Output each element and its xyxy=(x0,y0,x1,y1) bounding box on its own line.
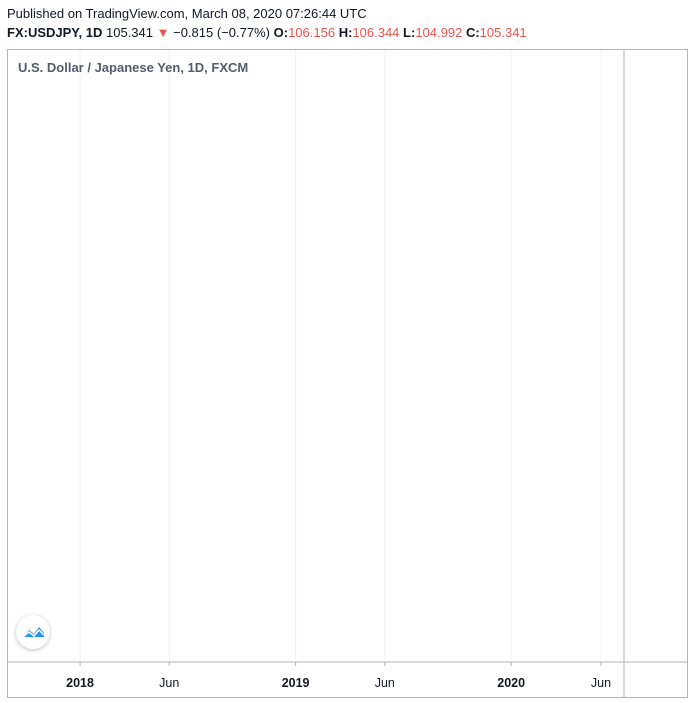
header: Published on TradingView.com, March 08, … xyxy=(7,4,692,42)
low-label: L: xyxy=(403,25,416,40)
last-price: 105.341 xyxy=(106,25,153,40)
x-tick-label: Jun xyxy=(159,676,179,690)
open-value: 106.156 xyxy=(288,25,336,40)
x-tick-label: 2018 xyxy=(66,676,94,690)
x-tick-label: 2019 xyxy=(282,676,310,690)
ohlc-line: FX:USDJPY, 1D 105.341 ▼ −0.815 (−0.77%) … xyxy=(7,23,692,42)
down-arrow-icon: ▼ xyxy=(156,25,170,40)
low-value: 104.992 xyxy=(415,25,463,40)
tradingview-logo-icon[interactable] xyxy=(16,615,50,649)
x-tick-label: Jun xyxy=(591,676,611,690)
high-label: H: xyxy=(338,25,353,40)
symbol-label: FX:USDJPY, 1D xyxy=(7,25,103,40)
chart-frame[interactable] xyxy=(7,49,688,698)
close-value: 105.341 xyxy=(479,25,527,40)
x-tick-label: 2020 xyxy=(497,676,525,690)
x-tick-label: Jun xyxy=(375,676,395,690)
open-label: O: xyxy=(273,25,289,40)
published-line: Published on TradingView.com, March 08, … xyxy=(7,6,367,21)
chart-title: U.S. Dollar / Japanese Yen, 1D, FXCM xyxy=(18,60,249,75)
high-value: 106.344 xyxy=(352,25,400,40)
close-label: C: xyxy=(465,25,480,40)
price-change: −0.815 (−0.77%) xyxy=(173,25,270,40)
